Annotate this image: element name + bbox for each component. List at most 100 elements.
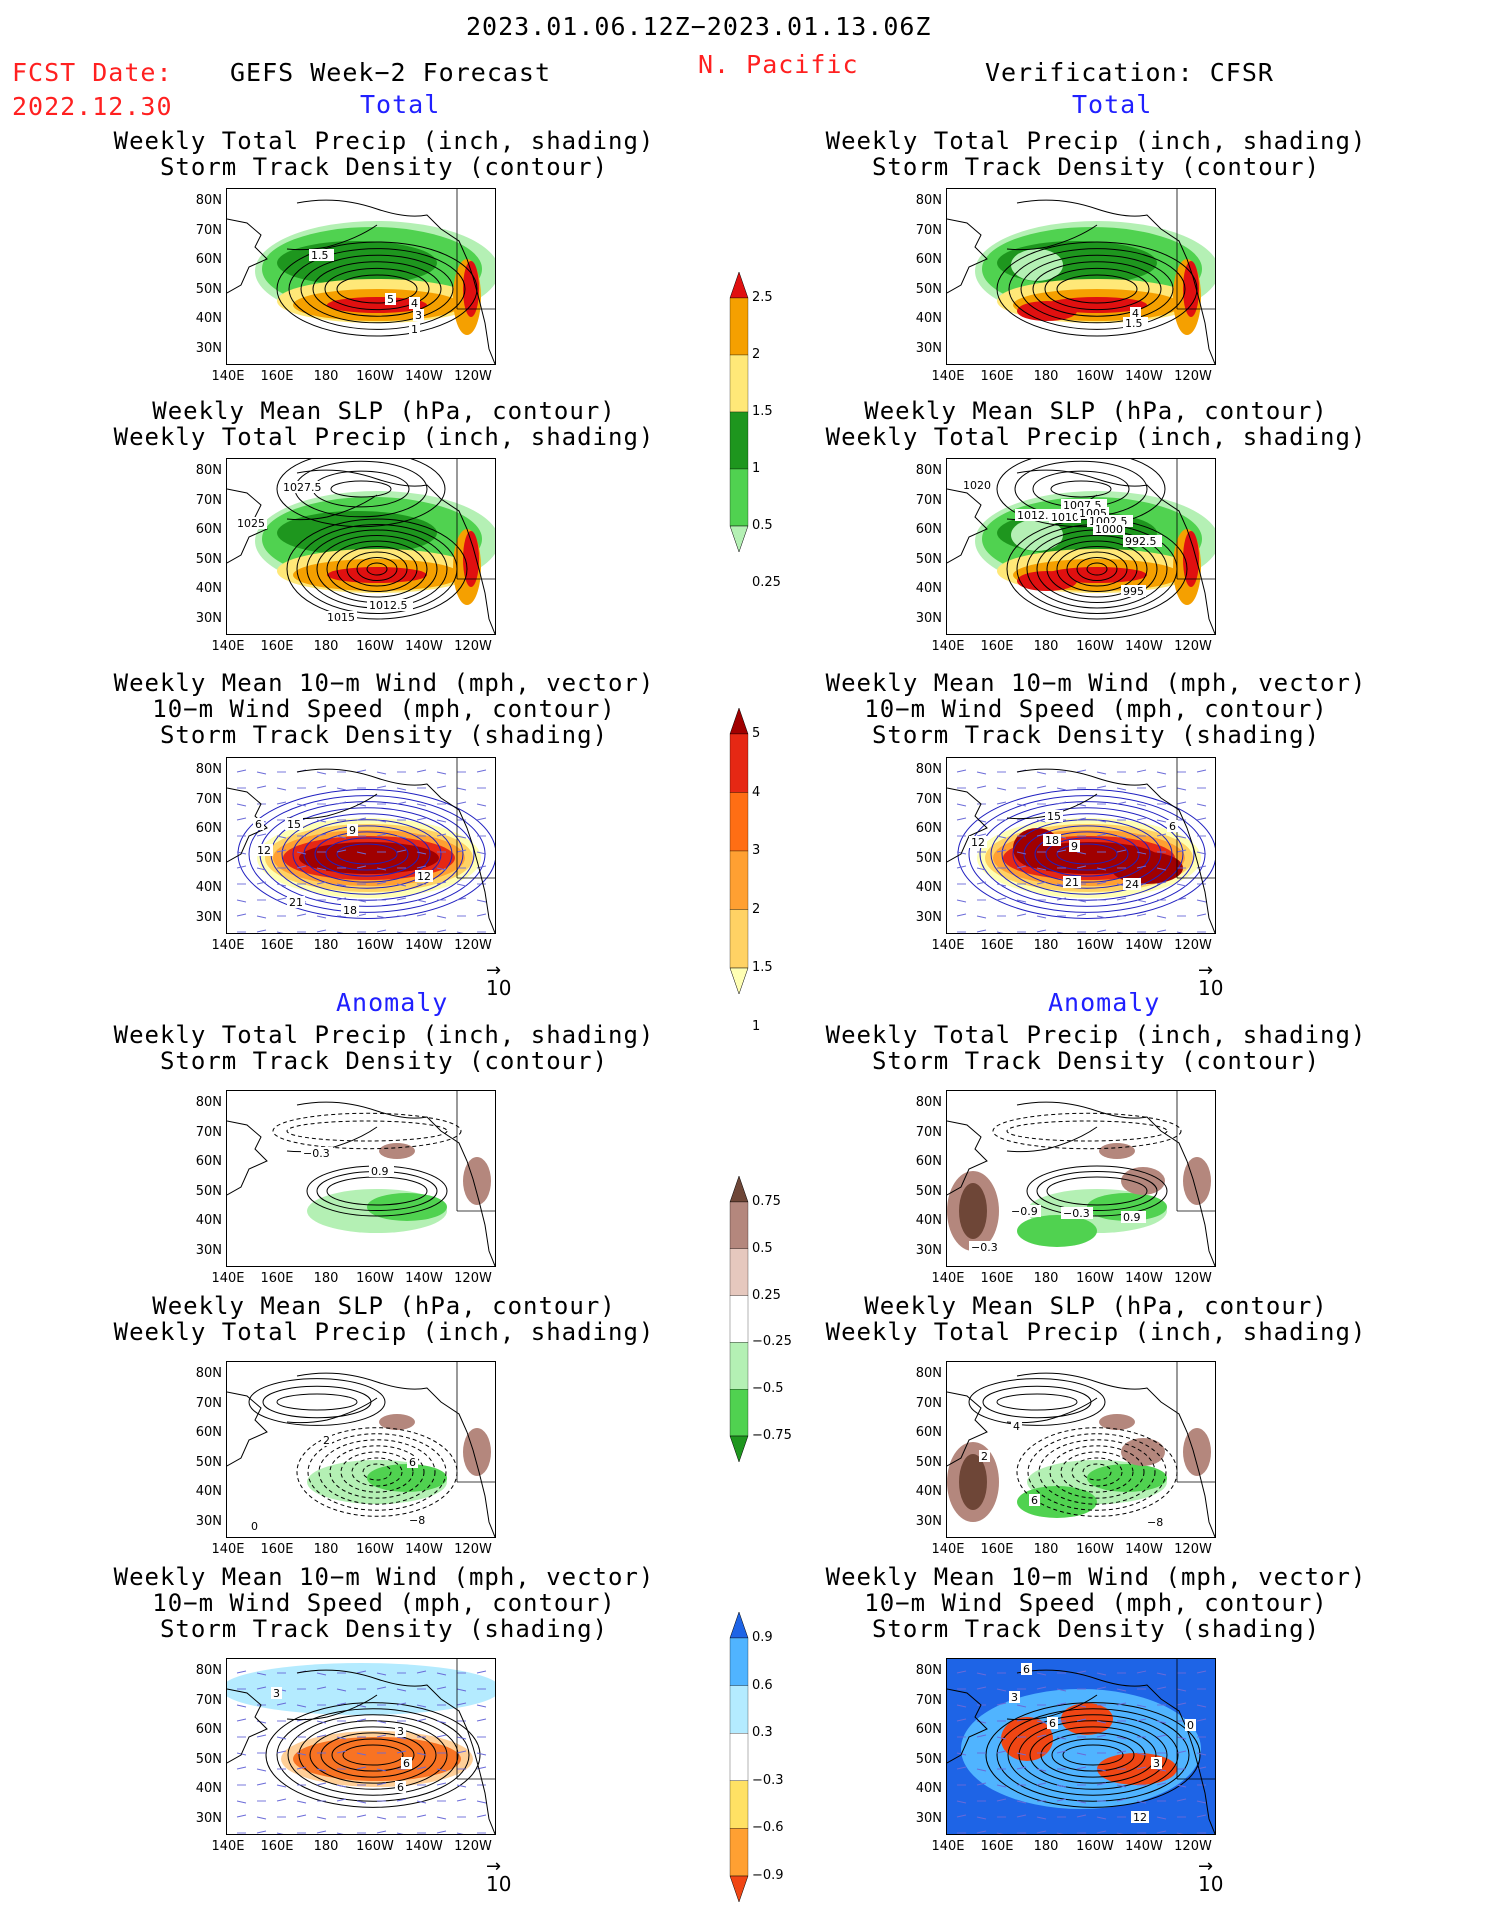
lat-tick-label: 60N — [195, 1722, 222, 1737]
lon-tick-label: 180 — [313, 1271, 339, 1286]
wind-vector — [436, 867, 447, 871]
colorbar-level-label: 0.9 — [752, 1630, 773, 1645]
panel-title-R5: Weekly Mean SLP (hPa, contour) Weekly Tot… — [825, 1292, 1367, 1346]
wind-vector — [396, 1702, 407, 1706]
wind-vector — [316, 785, 327, 789]
wind-vector — [1136, 1800, 1147, 1804]
wind-vector — [316, 915, 327, 919]
lat-tick-label: 30N — [915, 1242, 942, 1258]
wind-vector — [1036, 929, 1047, 933]
slp-anomaly-contour — [248, 1378, 386, 1426]
lat-tick-label: 60N — [195, 1154, 222, 1169]
lat-tick-label: 40N — [915, 581, 942, 596]
storm-anomaly-shading — [281, 1731, 473, 1787]
wind-vector — [1096, 881, 1107, 885]
wind-vector — [956, 769, 967, 773]
lon-tick-label: 160E — [980, 369, 1014, 384]
lat-tick-label: 30N — [195, 1810, 222, 1826]
asia-coastline — [947, 1391, 988, 1467]
wind-vector — [296, 851, 307, 855]
wind-vector — [1136, 1670, 1147, 1674]
colorbar-level-label: 5 — [752, 726, 761, 741]
contour-label-bg — [1009, 1205, 1041, 1217]
wind-vector — [436, 819, 447, 823]
lat-tick-label: 30N — [915, 610, 942, 626]
colorbar-segment — [729, 1435, 749, 1463]
lon-tick-label: 140W — [405, 369, 443, 384]
wind-vector — [256, 833, 267, 837]
wind-vector — [416, 769, 427, 773]
map-panel-L2: 1027.5 1025 1015 1012.5 — [226, 458, 496, 635]
wind-vector — [956, 1800, 967, 1804]
contour-label-bg — [385, 293, 396, 305]
wind-vector — [256, 1720, 267, 1724]
lat-tick-label: 30N — [915, 1513, 942, 1529]
contour-label: 0 — [1187, 1719, 1194, 1732]
wind-vector — [376, 819, 387, 823]
lat-tick-label: 40N — [915, 880, 942, 895]
wind-vector — [1176, 1832, 1184, 1834]
wind-vector — [996, 835, 1007, 839]
precip-anomaly-shading — [1121, 1438, 1165, 1466]
wind-vector — [1176, 1702, 1187, 1706]
contour-label-bg — [1045, 810, 1063, 822]
wind-vector — [956, 1670, 967, 1674]
wind-vector — [1156, 1830, 1167, 1834]
precip-anomaly-shading — [379, 1143, 415, 1159]
colorbar-level-label: 0.5 — [752, 1240, 773, 1256]
lon-tick-label: 120W — [454, 1839, 492, 1854]
colorbar-precip-total — [728, 271, 750, 556]
slp-anomaly-contour — [318, 1439, 436, 1505]
colorbar-level-label: 1 — [752, 1018, 761, 1034]
wind-vector — [436, 1830, 447, 1834]
colorbar-segment — [729, 909, 749, 969]
lat-tick-label: 50N — [195, 551, 222, 567]
wind-vector — [1076, 1752, 1087, 1756]
slp-anomaly-contour — [996, 1393, 1078, 1411]
contour-label: 1027.5 — [283, 481, 322, 494]
wind-vector — [476, 1718, 487, 1722]
lat-tick-label: 80N — [915, 762, 942, 777]
wind-speed-contour — [990, 807, 1184, 901]
wind-vector — [1036, 771, 1047, 775]
wind-vector — [396, 931, 404, 933]
lat-tick-label: 60N — [195, 1425, 222, 1440]
asia-coastline — [947, 1688, 988, 1764]
wind-vector — [1016, 1752, 1027, 1756]
wind-vector — [1176, 1736, 1187, 1740]
lon-tick-label: 160W — [1076, 1271, 1114, 1286]
contour-label: 18 — [343, 904, 357, 917]
wind-vector — [976, 881, 987, 885]
lon-tick-label: 140E — [931, 1271, 965, 1286]
wind-vector — [1036, 1782, 1047, 1786]
lat-tick-label: 50N — [915, 1454, 942, 1470]
wind-vector — [436, 1768, 447, 1772]
wind-vector — [396, 1798, 407, 1802]
wind-speed-anomaly-contour — [331, 1738, 415, 1772]
wind-vector — [996, 1798, 1007, 1802]
contour-label: 1.5 — [311, 249, 329, 262]
wind-vector — [1156, 881, 1167, 885]
wind-vector — [276, 883, 287, 887]
storm-track-shading — [1111, 852, 1183, 884]
contour-label: −8 — [1147, 1516, 1163, 1529]
wind-vector — [1036, 915, 1047, 919]
wind-vector — [1016, 1766, 1027, 1770]
wind-vector — [976, 1782, 987, 1786]
colorbar-level-label: 0.3 — [752, 1725, 773, 1741]
wind-vector — [996, 1688, 1007, 1692]
wind-vector — [276, 835, 287, 839]
contour-label-bg — [1069, 840, 1080, 852]
contour-label: −0.3 — [303, 1147, 330, 1160]
lon-tick-label: 140E — [931, 369, 965, 384]
wind-vector — [296, 1704, 307, 1708]
wind-vector — [276, 1784, 287, 1788]
lon-tick-label: 140W — [1125, 1271, 1163, 1286]
lat-tick-label: 50N — [915, 850, 942, 866]
slp-contour — [1086, 562, 1108, 576]
lat-tick-label: 40N — [195, 1484, 222, 1499]
wind-vector — [1136, 899, 1147, 903]
contour-label-bg — [301, 1147, 333, 1159]
slp-anomaly-contour — [1027, 1433, 1167, 1511]
colorbar-segment — [729, 1611, 749, 1639]
